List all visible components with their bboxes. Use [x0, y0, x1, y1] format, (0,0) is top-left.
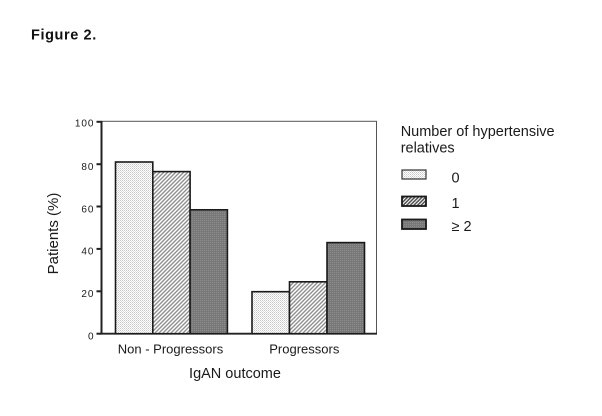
svg-text:20: 20 — [81, 289, 94, 300]
svg-text:0: 0 — [452, 171, 460, 187]
svg-text:relatives: relatives — [401, 141, 455, 157]
svg-text:60: 60 — [81, 204, 94, 215]
svg-text:Non - Progressors: Non - Progressors — [118, 342, 224, 357]
svg-text:1: 1 — [452, 196, 460, 212]
svg-text:0: 0 — [88, 331, 95, 342]
svg-text:100: 100 — [75, 119, 95, 130]
svg-text:IgAN outcome: IgAN outcome — [189, 366, 281, 382]
svg-text:40: 40 — [81, 247, 94, 258]
svg-text:≥ 2: ≥ 2 — [452, 219, 472, 235]
svg-text:Patients (%): Patients (%) — [45, 193, 62, 275]
svg-text:Figure 2.: Figure 2. — [31, 28, 97, 44]
svg-text:Progressors: Progressors — [269, 342, 340, 357]
svg-text:Number of hypertensive: Number of hypertensive — [401, 124, 555, 140]
svg-text:80: 80 — [81, 162, 94, 173]
